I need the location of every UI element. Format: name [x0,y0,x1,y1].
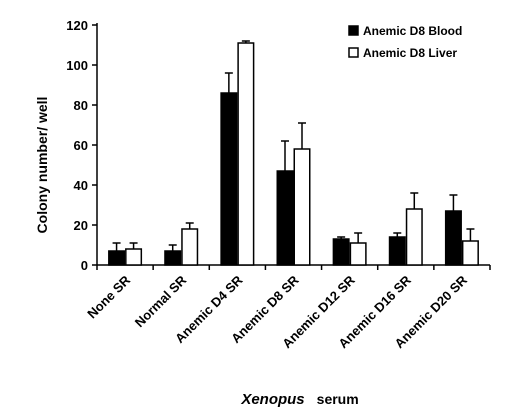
bar [125,248,143,266]
x-axis-title: Xenopus serum [240,391,358,408]
bar [349,242,367,266]
bar [293,148,311,266]
legend-label: Anemic D8 Blood [363,24,462,38]
x-category-label: None SR [84,272,133,321]
x-axis-title-rest: serum [317,391,359,407]
y-tick-label: 20 [74,218,88,233]
y-axis-title: Colony number/ well [34,97,50,234]
y-tick-label: 40 [74,178,88,193]
bar [444,210,462,266]
bar [461,240,479,266]
bar [405,208,423,266]
y-tick-label: 120 [66,18,88,33]
bar [108,250,126,266]
bar [276,170,294,266]
bar [237,42,255,266]
legend-swatch [348,25,359,36]
x-axis-title-italic: Xenopus [240,391,304,408]
legend: Anemic D8 Blood Anemic D8 Liver [348,24,462,60]
legend-swatch [348,47,359,58]
y-tick-label: 0 [81,258,88,273]
bars [108,40,479,266]
axes [92,23,491,270]
bar [332,238,350,266]
bar [164,250,182,266]
legend-label: Anemic D8 Liver [363,46,457,60]
y-tick-label: 80 [74,98,88,113]
bar [181,228,199,266]
x-category-label: Normal SR [132,272,190,330]
y-tick-label: 60 [74,138,88,153]
bar [388,236,406,266]
bar [220,92,238,266]
y-tick-label: 100 [66,58,88,73]
